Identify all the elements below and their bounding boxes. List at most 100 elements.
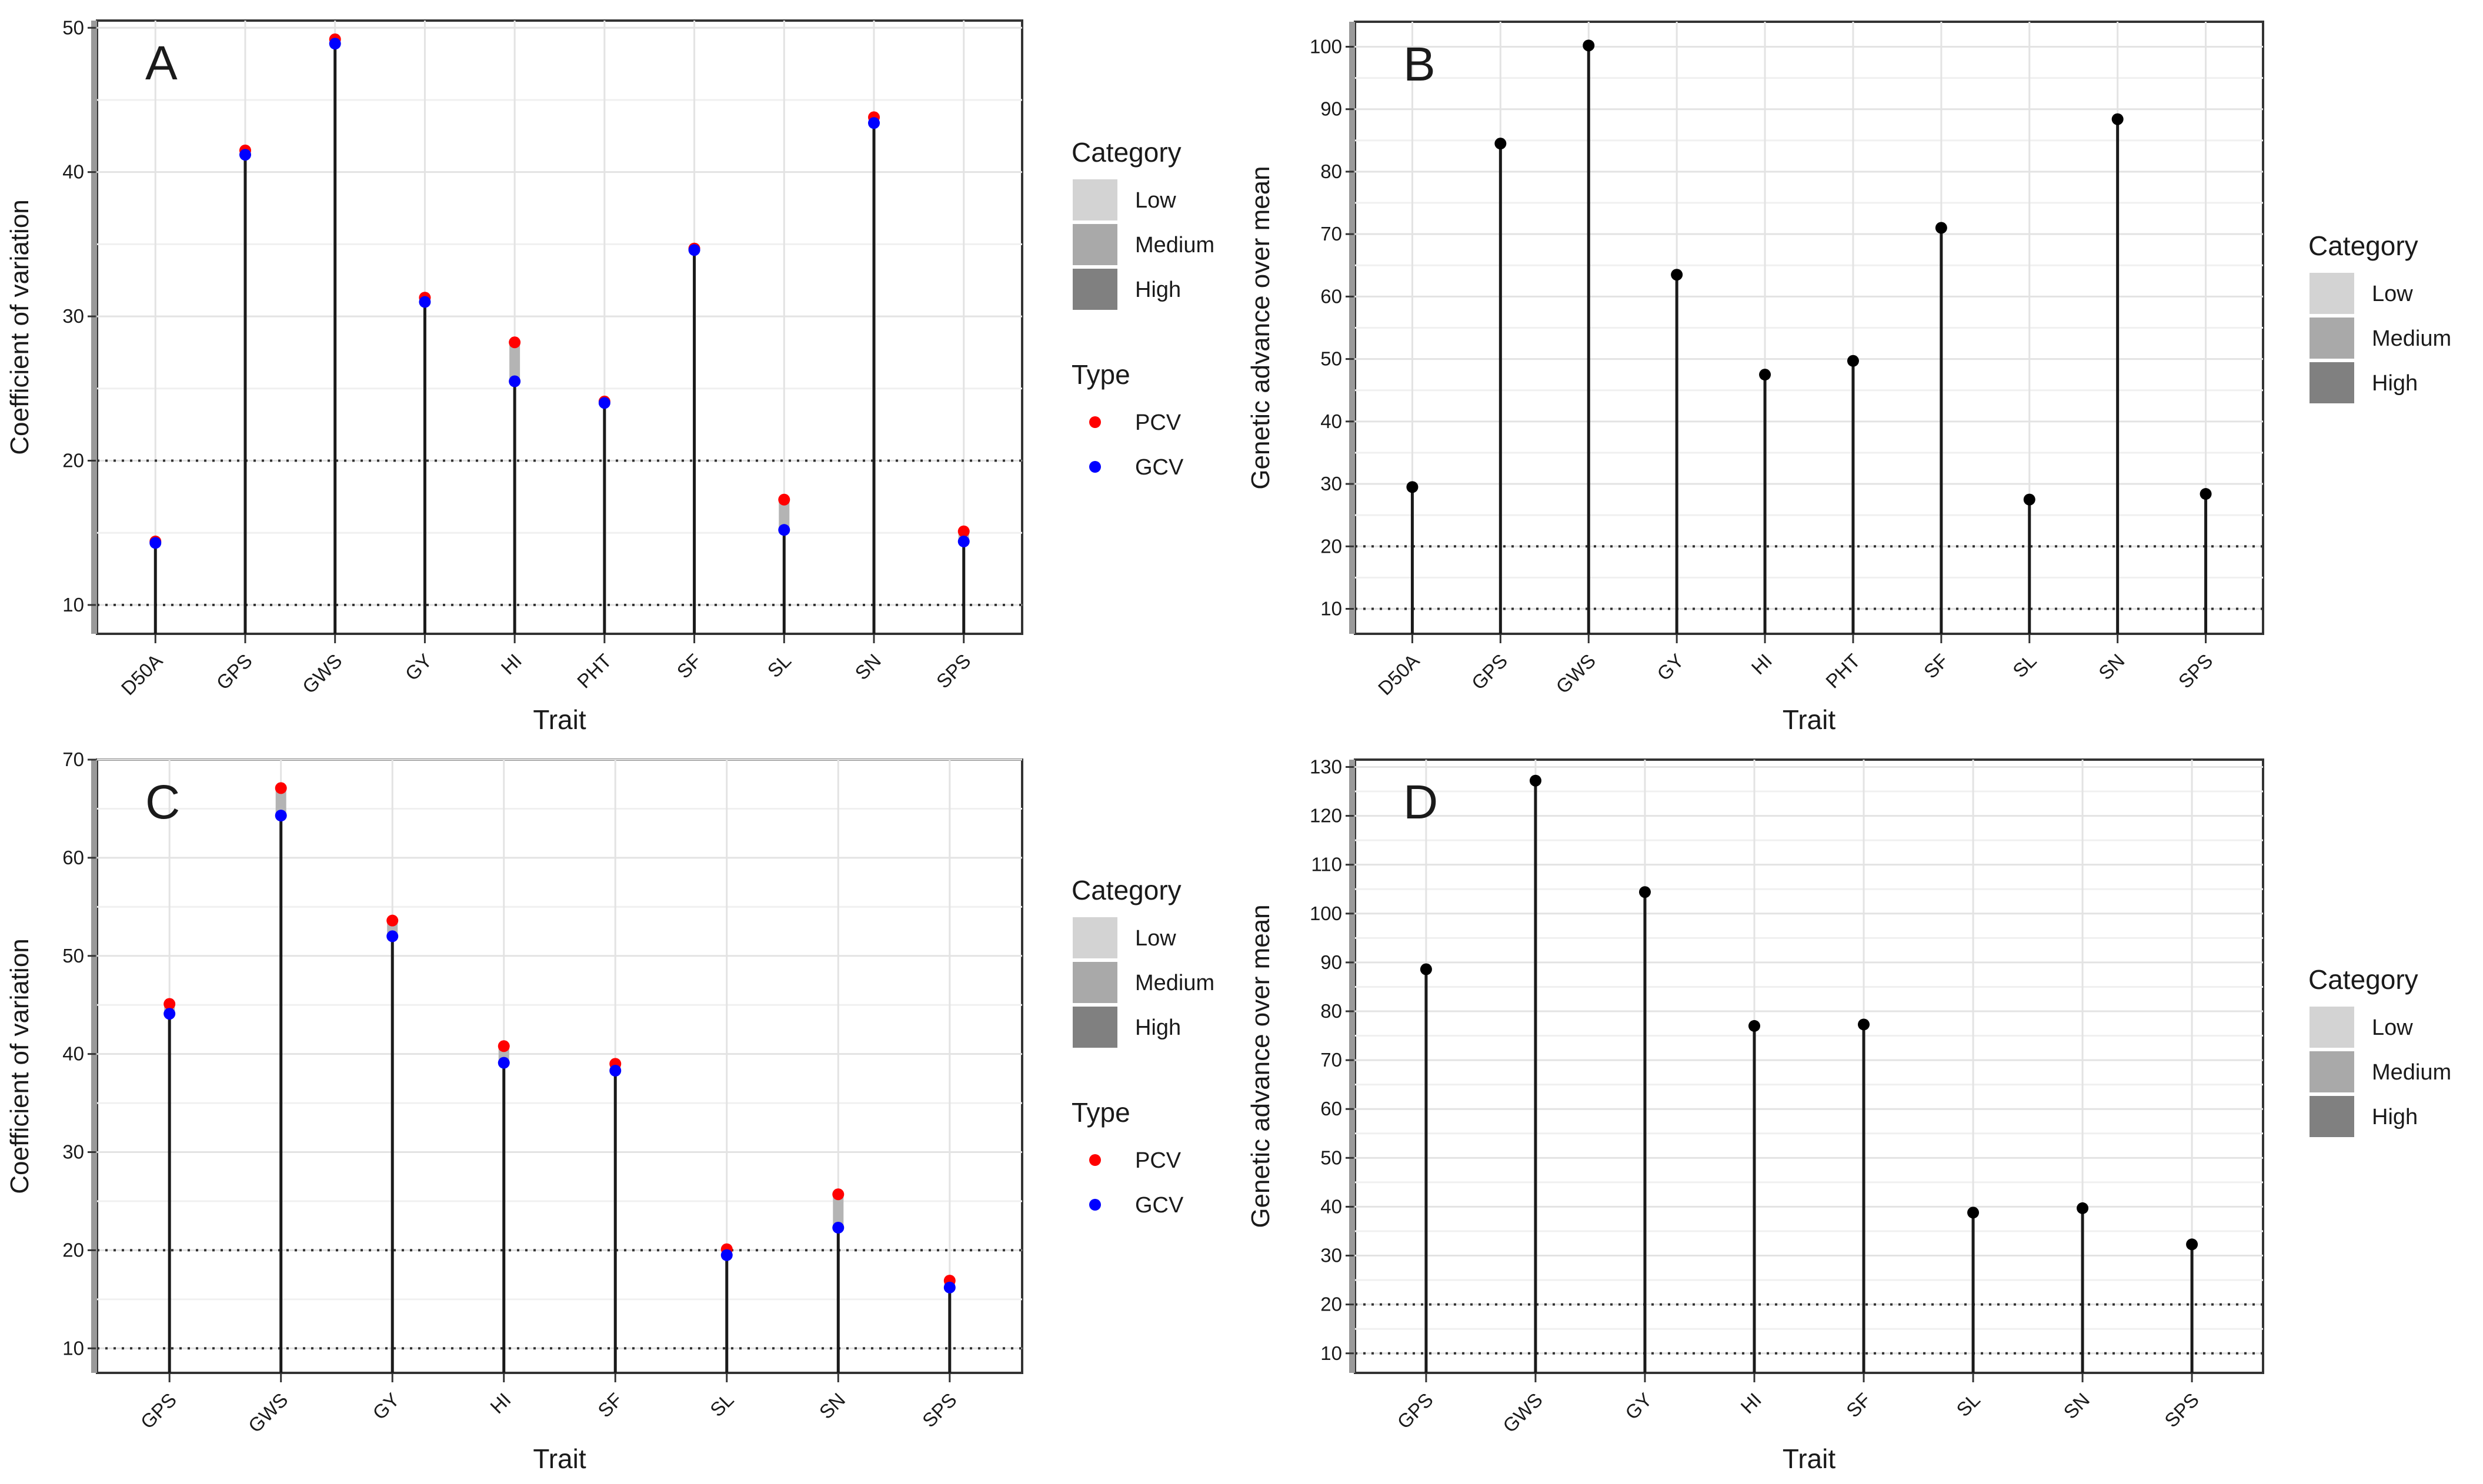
y-tick-label: 30 xyxy=(1320,1245,1342,1266)
y-tick-label: 20 xyxy=(62,1239,84,1261)
legend-title: Category xyxy=(2308,964,2418,995)
gam-point xyxy=(1967,1206,1980,1219)
x-tick-label: SF xyxy=(1842,1389,1875,1422)
x-tick-label: GPS xyxy=(212,650,256,694)
legend-point xyxy=(1089,1199,1101,1211)
legend-label: High xyxy=(1135,278,1181,302)
x-tick-label: D50A xyxy=(117,650,167,700)
y-tick-label: 70 xyxy=(1320,1049,1342,1071)
y-tick-label: 40 xyxy=(62,1043,84,1065)
x-tick-label: GY xyxy=(368,1389,403,1424)
x-tick-label: HI xyxy=(1736,1389,1765,1418)
gam-point xyxy=(1748,1020,1760,1032)
x-tick-label: SPS xyxy=(932,650,975,693)
x-tick-label: GY xyxy=(401,650,436,685)
gam-point xyxy=(1406,481,1419,493)
gam-point xyxy=(2111,113,2124,125)
pcv-gcv-segment xyxy=(509,342,520,382)
legend-point xyxy=(1089,1154,1101,1166)
x-tick-label: GPS xyxy=(1467,650,1511,694)
pcv-point xyxy=(498,1040,510,1052)
pcv-gcv-segment xyxy=(275,788,286,816)
x-tick-label: SN xyxy=(2059,1389,2094,1423)
gcv-point xyxy=(943,1281,956,1294)
y-tick-label: 120 xyxy=(1310,805,1342,827)
panel-a: 10 20 30 40 50 D50A GPS GWS GY HI PHT SF SL SN SPS A Tra… xyxy=(5,16,1214,735)
y-tick-label: 50 xyxy=(1320,1147,1342,1168)
legend-label: Low xyxy=(2372,1015,2413,1040)
x-axis-title: Trait xyxy=(533,1443,586,1474)
pcv-point xyxy=(163,998,176,1010)
y-tick-label: 10 xyxy=(62,1337,84,1359)
x-tick-label: SF xyxy=(673,650,706,683)
x-axis-title: Trait xyxy=(1783,704,1836,735)
legend-swatch xyxy=(1073,179,1117,220)
gam-point xyxy=(1420,963,1432,975)
gcv-point xyxy=(832,1222,845,1234)
legend-label: Low xyxy=(1135,926,1176,951)
y-tick-label: 100 xyxy=(1310,903,1342,924)
gam-point xyxy=(1529,774,1541,787)
y-tick-label: 130 xyxy=(1310,756,1342,777)
axis-stripe xyxy=(91,760,97,1373)
x-axis-title: Trait xyxy=(1783,1443,1836,1474)
x-tick-label: HI xyxy=(1747,650,1776,679)
legend-swatch xyxy=(1073,224,1117,265)
y-tick-label: 30 xyxy=(62,305,84,327)
y-axis-title: Genetic advance over mean xyxy=(1246,166,1275,489)
y-tick-label: 60 xyxy=(1320,1098,1342,1119)
y-tick-label: 30 xyxy=(62,1141,84,1163)
legend-swatch xyxy=(2310,1007,2354,1048)
gcv-point xyxy=(688,244,700,256)
legend-label: High xyxy=(2372,371,2418,396)
y-tick-label: 60 xyxy=(62,847,84,868)
x-tick-label: SPS xyxy=(918,1389,961,1432)
legend-label: High xyxy=(2372,1105,2418,1129)
x-tick-label: SL xyxy=(763,650,796,682)
legend-swatch xyxy=(1073,917,1117,958)
y-axis-title: Coefficient of variation xyxy=(5,938,34,1194)
gcv-point xyxy=(419,296,431,308)
x-tick-label: SL xyxy=(1952,1389,1984,1421)
y-tick-label: 20 xyxy=(1320,535,1342,557)
legend-label: Low xyxy=(1135,188,1176,213)
legend-swatch xyxy=(2310,362,2354,403)
x-tick-label: SN xyxy=(2094,650,2129,684)
legend-swatch xyxy=(2310,1096,2354,1137)
legend-label: Medium xyxy=(2372,326,2451,351)
y-tick-label: 110 xyxy=(1311,854,1342,875)
panel-d: 10 20 30 40 50 60 70 80 90 100 110 120 130 GPS GWS GY HI… xyxy=(1246,756,2451,1474)
x-tick-label: SF xyxy=(593,1389,626,1422)
x-tick-label: PHT xyxy=(1821,650,1864,693)
y-tick-label: 50 xyxy=(62,16,84,38)
pcv-gcv-segment xyxy=(833,1194,844,1228)
legend-label: Medium xyxy=(2372,1060,2451,1085)
x-tick-label: SPS xyxy=(2174,650,2217,693)
pcv-point xyxy=(778,493,790,506)
x-tick-label: HI xyxy=(486,1389,515,1418)
legend-swatch xyxy=(1073,962,1117,1003)
legend-swatch xyxy=(2310,273,2354,314)
y-tick-label: 70 xyxy=(62,748,84,770)
panel-label: D xyxy=(1403,776,1438,829)
pcv-point xyxy=(832,1188,845,1201)
gam-point xyxy=(2023,493,2035,506)
legend-label: GCV xyxy=(1135,455,1184,480)
gcv-point xyxy=(720,1249,733,1261)
legend-title: Category xyxy=(1072,137,1182,168)
axis-stripe xyxy=(1349,760,1355,1373)
pcv-point xyxy=(386,914,399,927)
gam-point xyxy=(1583,39,1595,52)
legend-label: High xyxy=(1135,1015,1181,1040)
gam-point xyxy=(2077,1202,2089,1214)
legend-title: Type xyxy=(1072,359,1130,390)
gcv-point xyxy=(163,1008,176,1020)
legend-point xyxy=(1089,461,1101,473)
y-axis-title: Genetic advance over mean xyxy=(1246,904,1275,1228)
panel-label: A xyxy=(145,36,178,90)
gam-point xyxy=(1847,355,1859,367)
pcv-point xyxy=(509,336,521,349)
panel-b: 10 20 30 40 50 60 70 80 90 100 D50A GPS GWS GY HI PHT SF… xyxy=(1246,21,2451,735)
gcv-point xyxy=(239,149,251,161)
legend-label: Medium xyxy=(1135,233,1214,258)
